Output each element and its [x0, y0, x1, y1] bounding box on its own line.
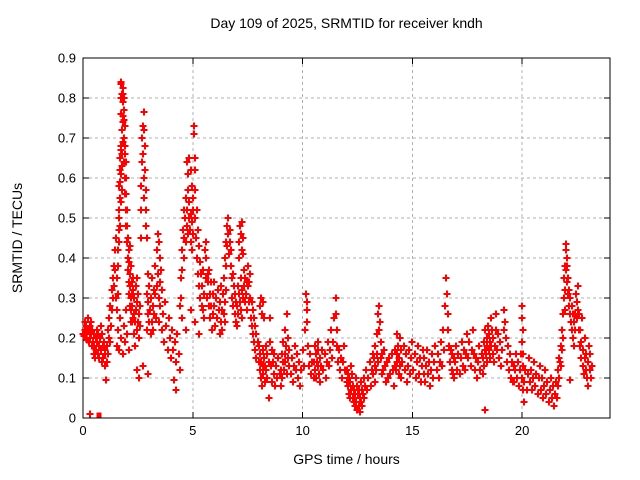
- tick-marks: [82, 57, 610, 419]
- plot-border: [82, 57, 611, 419]
- y-tick-label-0.4: 0.4: [58, 251, 76, 266]
- scatter-marker-square: [96, 412, 102, 418]
- y-tick-label-0: 0: [69, 411, 76, 426]
- x-tick-label-20: 20: [515, 423, 529, 438]
- x-tick-label-0: 0: [79, 423, 86, 438]
- x-tick-label-10: 10: [295, 423, 309, 438]
- x-axis-label: GPS time / hours: [293, 451, 400, 467]
- tick-labels: 0 5 10 15 20 0 0.1 0.2 0.3 0.4 0.5 0.6 0.7 0.8 0.9: [58, 51, 529, 439]
- x-tick-label-5: 5: [189, 423, 196, 438]
- y-tick-label-0.9: 0.9: [58, 51, 76, 66]
- y-tick-label-0.1: 0.1: [58, 371, 76, 386]
- x-tick-label-15: 15: [405, 423, 419, 438]
- y-tick-label-0.6: 0.6: [58, 171, 76, 186]
- y-tick-label-0.8: 0.8: [58, 91, 76, 106]
- gridlines: [83, 58, 610, 418]
- y-tick-label-0.5: 0.5: [58, 211, 76, 226]
- scatter-series-plus-0: [79, 78, 596, 418]
- y-tick-label-0.2: 0.2: [58, 331, 76, 346]
- chart-title: Day 109 of 2025, SRMTID for receiver knd…: [210, 15, 483, 31]
- y-tick-label-0.7: 0.7: [58, 131, 76, 146]
- y-tick-label-0.3: 0.3: [58, 291, 76, 306]
